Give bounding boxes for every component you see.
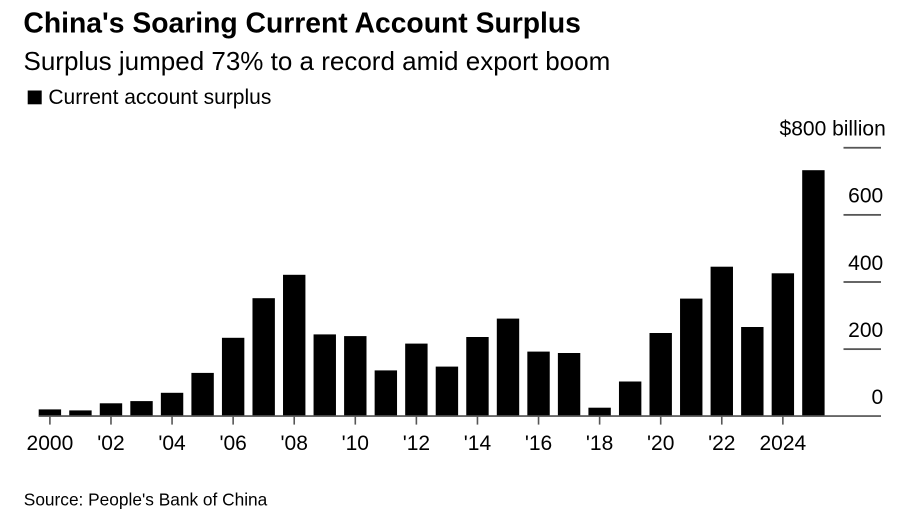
svg-text:'14: '14: [464, 432, 492, 455]
svg-text:Source: People's Bank of China: Source: People's Bank of China: [24, 489, 268, 509]
svg-text:'10: '10: [342, 432, 369, 455]
svg-text:'18: '18: [586, 432, 613, 455]
svg-text:'20: '20: [647, 432, 674, 455]
svg-text:$800 billion: $800 billion: [780, 118, 886, 141]
svg-text:'02: '02: [97, 432, 124, 455]
svg-text:2000: 2000: [27, 432, 74, 455]
svg-text:'08: '08: [281, 432, 308, 455]
svg-text:400: 400: [848, 252, 883, 275]
svg-text:'06: '06: [219, 432, 246, 455]
svg-text:'04: '04: [158, 432, 186, 455]
svg-text:China's Soaring Current Accoun: China's Soaring Current Account Surplus: [23, 7, 581, 39]
svg-text:0: 0: [872, 386, 884, 409]
svg-text:600: 600: [848, 185, 883, 208]
svg-text:'12: '12: [403, 432, 430, 455]
svg-text:2024: 2024: [760, 432, 807, 455]
svg-text:Current account surplus: Current account surplus: [48, 86, 271, 109]
svg-text:Surplus jumped 73% to a record: Surplus jumped 73% to a record amid expo…: [24, 46, 611, 76]
svg-text:200: 200: [848, 319, 883, 342]
svg-text:'22: '22: [708, 432, 735, 455]
svg-text:'16: '16: [525, 432, 552, 455]
